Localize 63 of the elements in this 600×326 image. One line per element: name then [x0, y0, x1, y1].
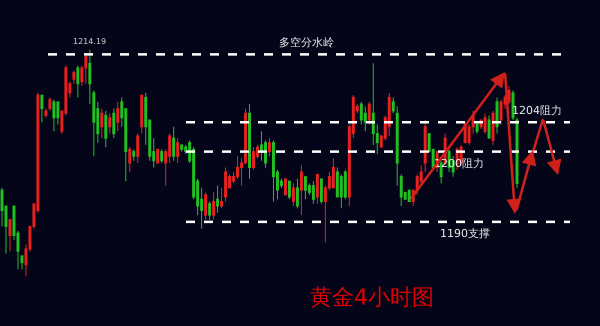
candlestick	[112, 108, 116, 139]
candlestick	[312, 180, 315, 204]
candlestick	[268, 138, 271, 157]
candlestick	[252, 146, 255, 170]
candlestick	[296, 178, 299, 209]
candlestick	[44, 108, 48, 118]
candlestick	[20, 255, 24, 270]
candlestick	[288, 180, 291, 200]
candlestick	[40, 94, 44, 123]
candlestick	[176, 138, 180, 164]
candlestick	[392, 96, 395, 114]
candlestick	[316, 174, 319, 204]
candlestick	[516, 117, 518, 188]
candlestick	[304, 176, 307, 200]
candlestick	[364, 106, 367, 132]
candlestick	[292, 182, 295, 207]
candlestick	[272, 140, 275, 202]
candlestick	[396, 106, 399, 186]
candlestick	[116, 101, 120, 132]
candlestick	[172, 126, 176, 162]
candlestick	[368, 101, 371, 126]
candlestick	[208, 200, 212, 220]
ref-line-label: 1190支撑	[440, 227, 490, 240]
candlestick	[132, 148, 136, 162]
candlestick	[424, 119, 427, 173]
candlestick	[136, 133, 140, 164]
candlestick	[492, 110, 495, 146]
candlestick	[496, 96, 499, 134]
candlestick	[204, 192, 208, 220]
candlestick	[400, 174, 403, 207]
candlestick	[84, 54, 88, 84]
ref-line-label: 多空分水岭	[279, 36, 334, 49]
candlestick	[100, 108, 104, 139]
candlestick	[212, 192, 216, 220]
candlestick	[160, 148, 164, 164]
candlestick	[408, 190, 411, 202]
candlestick	[48, 96, 52, 112]
candlestick	[224, 167, 228, 202]
candlestick	[52, 99, 56, 132]
text: 黄金4小时图	[310, 285, 434, 310]
candlestick	[76, 65, 80, 98]
candlestick	[8, 219, 12, 252]
candlestick	[216, 185, 220, 214]
candlestick	[300, 164, 303, 216]
candlestick	[476, 122, 479, 134]
candlestick	[332, 158, 335, 188]
candlestick	[88, 49, 92, 105]
candlestick	[284, 178, 287, 196]
candlestick	[248, 104, 251, 180]
candlestick	[508, 86, 510, 105]
candlestick	[320, 178, 323, 204]
candlestick	[128, 146, 132, 173]
candlestick	[156, 148, 160, 164]
candlestick	[104, 110, 108, 148]
candlestick	[220, 187, 224, 209]
candlestick	[72, 70, 76, 84]
candlestick	[108, 112, 112, 134]
candlestick	[92, 90, 96, 157]
candlestick	[180, 144, 184, 152]
candlestick	[500, 99, 503, 126]
candlestick	[488, 114, 491, 139]
candlestick	[484, 112, 487, 134]
annotation: 1214.19	[73, 37, 106, 46]
